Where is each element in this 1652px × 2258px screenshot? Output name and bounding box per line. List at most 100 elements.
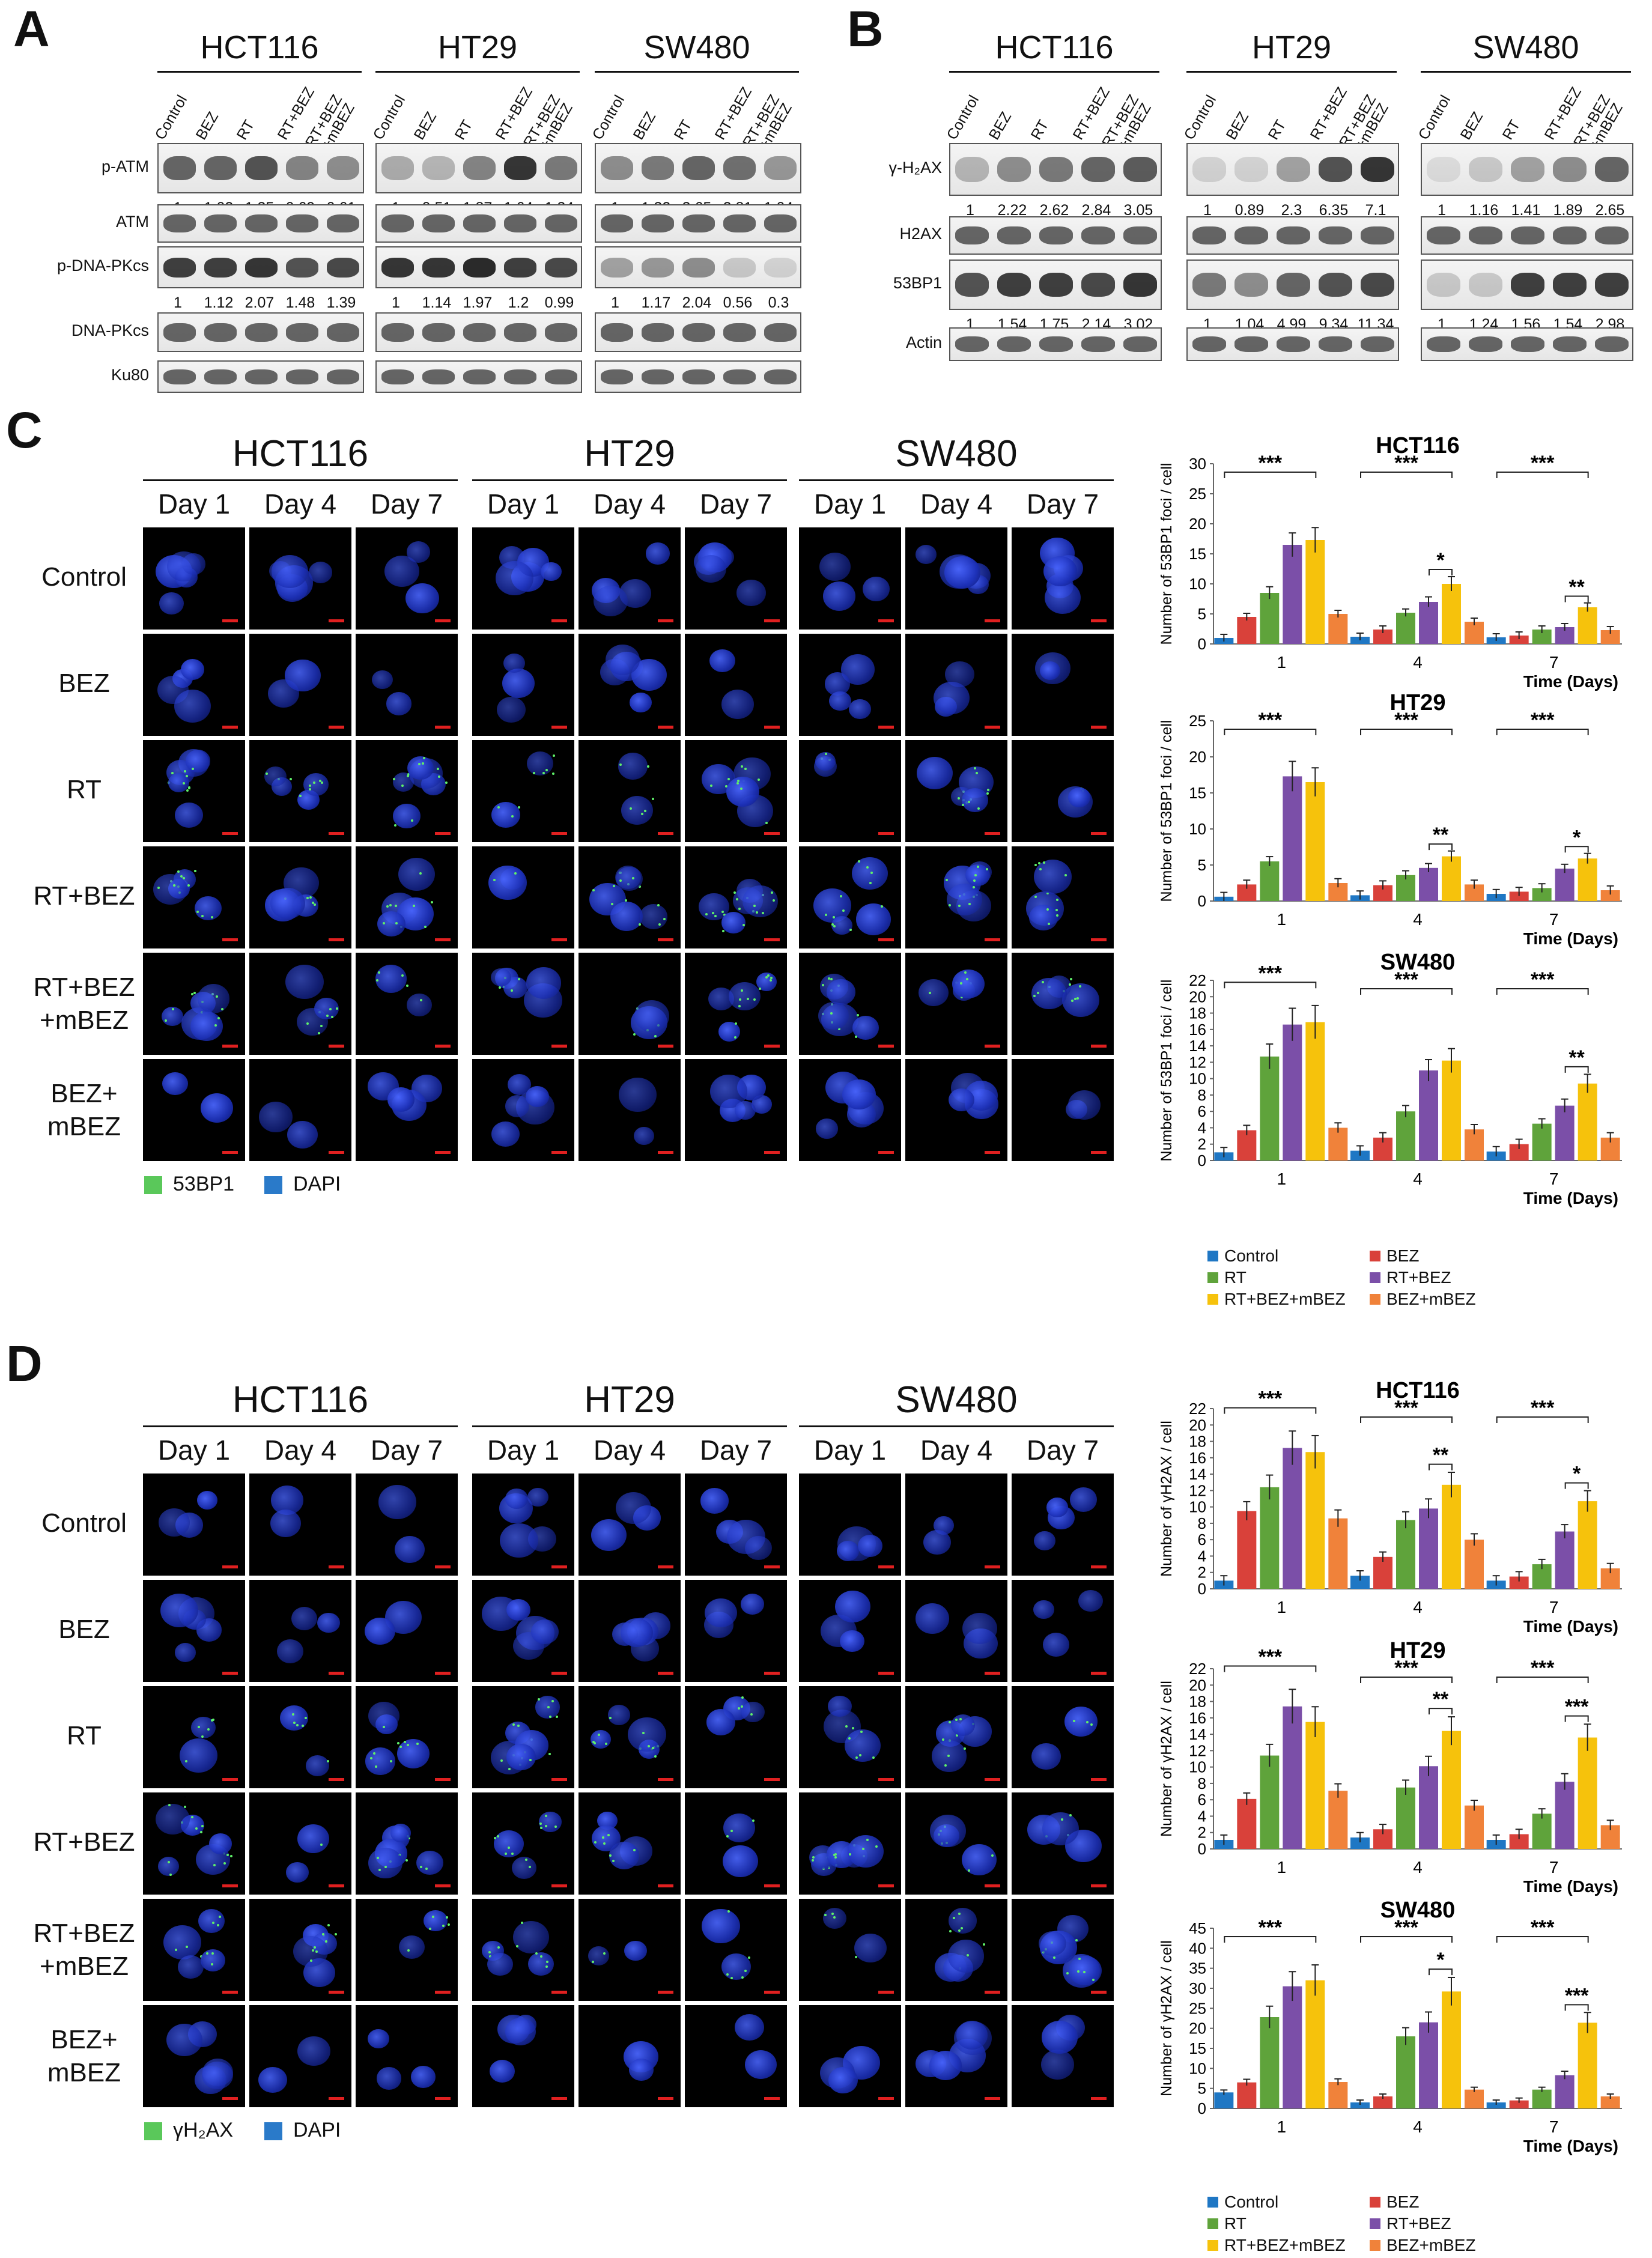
y-tick-label: 18: [1189, 1004, 1206, 1022]
focus-spot: [592, 1961, 595, 1964]
focus-spot: [738, 907, 741, 910]
focus-spot: [525, 1858, 528, 1861]
nucleus: [946, 884, 982, 915]
x-tick-label: 1: [1277, 1170, 1287, 1188]
focus-spot: [949, 1930, 952, 1933]
focus-spot: [738, 1707, 741, 1710]
focus-spot: [857, 1013, 860, 1016]
focus-spot: [317, 1031, 320, 1034]
cell-line-underline: [143, 1425, 458, 1427]
focus-spot: [378, 1869, 381, 1872]
focus-spot: [986, 792, 989, 795]
nucleus: [1031, 1743, 1061, 1770]
scale-bar: [1091, 2097, 1107, 2100]
fluorescence-image: [799, 527, 901, 630]
focus-spot: [420, 999, 423, 1002]
focus-spot: [556, 1716, 559, 1718]
fluorescence-image: [356, 1686, 458, 1788]
nucleus: [156, 1804, 190, 1835]
focus-spot: [517, 1724, 520, 1727]
focus-spot: [976, 866, 979, 869]
significance-stars: ***: [1258, 1646, 1282, 1669]
focus-spot: [545, 1824, 547, 1827]
scale-bar: [551, 619, 567, 622]
bar: [1509, 2100, 1529, 2108]
scale-bar: [329, 1991, 344, 1994]
fluorescence-image: [472, 740, 574, 842]
quantification-value: 1.39: [326, 294, 356, 311]
bar: [1305, 1022, 1325, 1161]
nucleus: [530, 1619, 559, 1644]
nucleus: [949, 1908, 977, 1934]
bar: [1328, 1791, 1348, 1849]
focus-spot: [313, 903, 316, 906]
nucleus: [317, 1612, 340, 1633]
blot-strip: [595, 360, 801, 393]
scale-bar: [222, 2097, 238, 2100]
quantification-value: 1.16: [1469, 202, 1499, 219]
legend-label: Control: [1224, 2193, 1279, 2211]
nucleus: [836, 1541, 860, 1561]
significance-stars: ***: [1394, 1397, 1418, 1419]
fluorescence-image: [472, 846, 574, 948]
scale-bar: [1091, 1045, 1107, 1048]
protein-band: [381, 214, 414, 232]
protein-band: [381, 257, 414, 278]
legend-label: RT+BEZ: [1386, 2214, 1451, 2233]
scale-bar: [329, 832, 344, 835]
scale-bar: [985, 1884, 1000, 1887]
fluorescence-image: [356, 740, 458, 842]
significance-bracket: [1224, 729, 1317, 735]
lane-label: BEZ: [192, 109, 222, 143]
fluorescence-image: [799, 740, 901, 842]
focus-spot: [517, 806, 520, 809]
fluorescence-image: [685, 846, 787, 948]
scale-bar: [878, 1884, 894, 1887]
nucleus: [174, 802, 204, 828]
y-tick-label: 4: [1198, 1118, 1206, 1137]
x-tick-label: 7: [1549, 1598, 1559, 1616]
protein-band: [1469, 226, 1502, 244]
day-label: Day 4: [264, 1434, 337, 1466]
focus-spot: [330, 1015, 333, 1018]
condition-label: BEZ: [58, 1615, 110, 1644]
day-label: Day 1: [157, 488, 231, 520]
blot-strip: [157, 360, 364, 393]
y-tick-label: 15: [1189, 784, 1206, 802]
focus-spot: [1043, 861, 1046, 864]
focus-spot: [395, 922, 398, 925]
focus-spot: [1073, 1720, 1076, 1723]
focus-spot: [377, 1856, 379, 1859]
nucleus: [177, 1955, 204, 1979]
focus-spot: [308, 785, 311, 788]
focus-spot: [977, 807, 980, 810]
nucleus: [285, 659, 321, 692]
focus-spot: [431, 901, 434, 904]
focus-spot: [824, 1913, 827, 1916]
scale-bar: [329, 2097, 344, 2100]
scale-bar: [658, 1991, 673, 1994]
focus-spot: [761, 912, 764, 915]
fluorescence-image: [472, 1792, 574, 1895]
protein-band: [1123, 273, 1157, 297]
legend-label: Control: [1224, 1246, 1279, 1265]
bar: [1532, 2089, 1552, 2108]
bar: [1260, 1487, 1280, 1589]
bar: [1465, 622, 1484, 644]
fluorescence-image: [143, 1473, 245, 1576]
focus-spot: [594, 1841, 597, 1844]
nucleus: [1064, 1706, 1098, 1737]
y-tick-label: 12: [1189, 1481, 1206, 1499]
nucleus: [857, 1534, 882, 1557]
quantification-value: 7.1: [1365, 202, 1386, 219]
legend-label: 53BP1: [173, 1173, 235, 1195]
nucleus: [1028, 904, 1058, 930]
quantification-value: 1.14: [422, 294, 452, 311]
bar: [1465, 1805, 1484, 1849]
nucleus: [540, 562, 562, 581]
chart-legend-item: BEZ+mBEZ: [1370, 1290, 1476, 1309]
significance-bracket: [1429, 569, 1453, 575]
fluorescence-image: [799, 1580, 901, 1682]
focus-spot: [542, 772, 545, 775]
nucleus: [271, 554, 308, 588]
